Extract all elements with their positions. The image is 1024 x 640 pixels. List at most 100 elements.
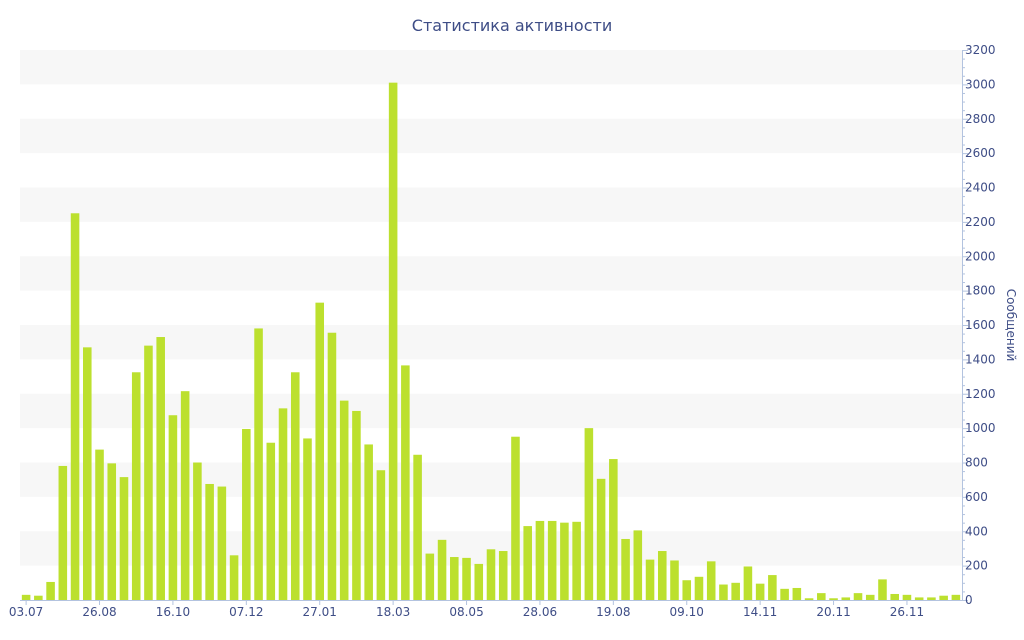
bar[interactable] [584,428,594,601]
bar[interactable] [596,478,606,600]
bar[interactable] [180,391,190,600]
bar[interactable] [731,582,740,600]
bars-group [21,82,961,601]
bar[interactable] [878,579,887,601]
bar[interactable] [547,520,557,600]
bar[interactable] [462,557,471,600]
bar[interactable] [804,598,814,600]
bar[interactable] [780,588,789,600]
bar[interactable] [388,82,398,600]
bar[interactable] [927,597,936,600]
bar[interactable] [315,302,325,600]
bar[interactable] [352,410,361,600]
x-tick-label: 26.11 [890,605,924,619]
bar[interactable] [364,444,373,600]
bar[interactable] [205,483,214,600]
bar[interactable] [437,539,447,600]
bar[interactable] [266,442,276,600]
x-tick-label: 16.10 [156,605,190,619]
y-axis-title: Сообщений [1004,289,1018,362]
grid-band [20,50,962,85]
bar[interactable] [768,575,777,600]
y-axis-ticks: 0 200 400 600 800 1000 1200 1400 1600 1800 2000 220… [962,43,996,607]
bar[interactable] [560,522,569,600]
bar[interactable] [290,372,300,600]
bar[interactable] [719,584,728,600]
bar[interactable] [914,597,924,600]
x-tick-label: 09.10 [670,605,704,619]
bar[interactable] [682,580,692,600]
bar[interactable] [535,520,545,600]
grid-band [20,256,962,291]
bar[interactable] [144,345,153,601]
y-tick-label: 600 [965,490,988,504]
bar[interactable] [792,587,802,600]
bar[interactable] [609,459,618,600]
bar[interactable] [865,594,875,600]
bar[interactable] [217,486,227,600]
bar[interactable] [755,583,765,600]
bar[interactable] [572,521,581,600]
bar[interactable] [107,463,117,600]
bar[interactable] [450,557,459,600]
bar[interactable] [951,594,961,600]
bar[interactable] [743,566,753,600]
bar[interactable] [83,347,92,600]
bar[interactable] [523,526,532,600]
y-tick-label: 800 [965,456,988,470]
bar[interactable] [498,551,508,600]
bar[interactable] [339,400,349,601]
bar[interactable] [841,597,851,600]
bar[interactable] [131,372,141,600]
bar[interactable] [168,415,178,600]
bar[interactable] [486,549,496,600]
y-tick-label: 3200 [965,43,996,57]
bar[interactable] [58,465,68,600]
bar[interactable] [706,561,716,600]
bar[interactable] [376,470,386,600]
bar[interactable] [254,328,263,600]
bar[interactable] [829,598,838,600]
bar[interactable] [902,594,912,600]
x-tick-label: 26.08 [82,605,116,619]
bar[interactable] [119,477,129,600]
bar[interactable] [670,560,679,600]
bar[interactable] [156,337,165,600]
bar[interactable] [401,365,410,600]
x-tick-label: 27.01 [303,605,337,619]
bar[interactable] [34,595,43,600]
bar[interactable] [817,593,826,601]
y-tick-label: 3000 [965,77,996,91]
x-tick-label: 03.07 [9,605,43,619]
bar[interactable] [474,563,484,600]
bar[interactable] [413,454,422,600]
bar[interactable] [511,436,520,600]
bar[interactable] [853,593,863,601]
bar[interactable] [278,408,288,600]
y-tick-label: 1200 [965,387,996,401]
bar[interactable] [633,530,643,600]
x-tick-label: 19.08 [596,605,630,619]
bar[interactable] [70,213,80,600]
y-tick-label: 2400 [965,181,996,195]
x-tick-label: 18.03 [376,605,410,619]
bar[interactable] [425,553,435,600]
bar[interactable] [327,332,337,600]
bar[interactable] [21,594,31,600]
y-tick-label: 2000 [965,249,996,263]
bar[interactable] [229,555,239,600]
bar[interactable] [939,595,948,600]
bar[interactable] [890,593,899,600]
bar[interactable] [303,438,312,600]
bar[interactable] [694,576,704,600]
bar[interactable] [621,538,630,600]
chart-title: Статистика активности [412,16,612,35]
bar[interactable] [193,462,202,601]
bar[interactable] [242,428,251,600]
bar[interactable] [657,551,667,600]
bar[interactable] [46,581,55,600]
bar[interactable] [95,449,104,600]
x-tick-label: 14.11 [743,605,777,619]
bar[interactable] [645,559,655,600]
